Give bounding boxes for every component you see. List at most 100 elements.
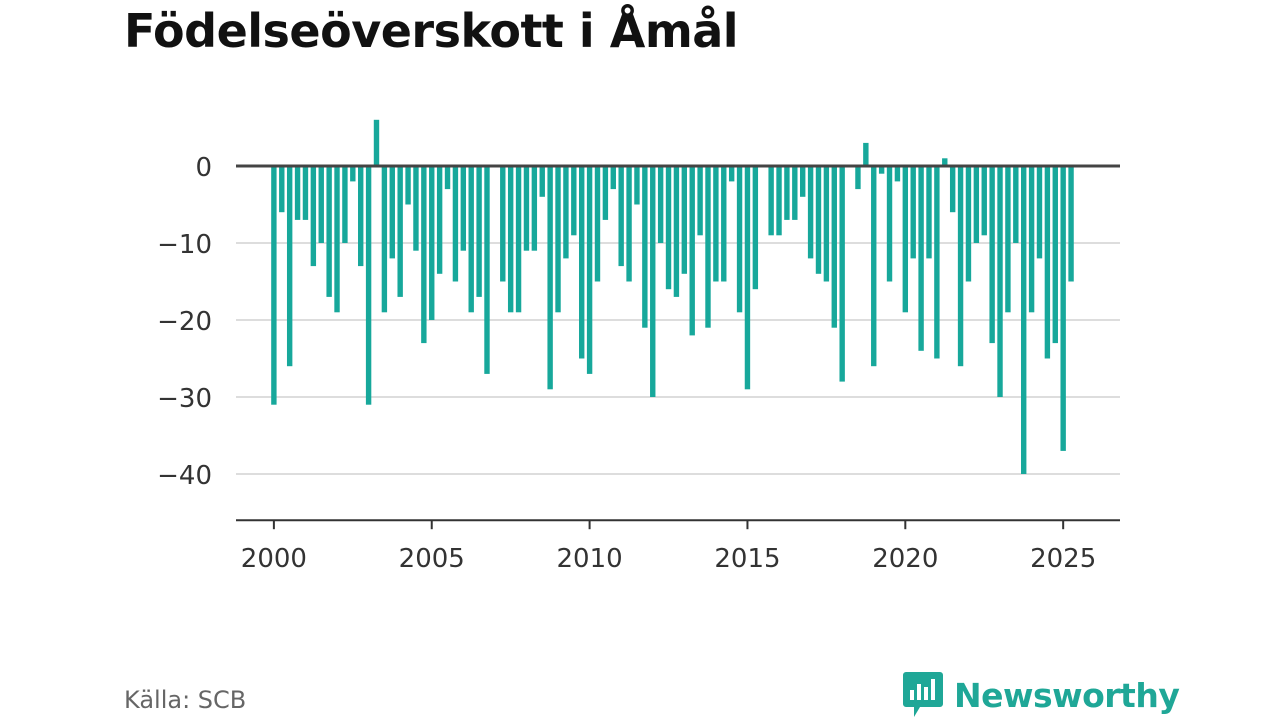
brand-name: Newsworthy (954, 675, 1180, 715)
bar (294, 166, 301, 220)
x-tick-label: 2005 (399, 544, 465, 574)
bar (949, 166, 956, 213)
bar (839, 166, 845, 382)
bar (713, 166, 719, 282)
y-tick-label: −20 (157, 307, 212, 337)
bar (823, 166, 830, 282)
bar (989, 166, 995, 344)
bar (721, 166, 727, 282)
bar (681, 166, 688, 274)
bar (444, 166, 451, 190)
bar (523, 166, 530, 251)
bar (413, 166, 419, 251)
bar (918, 166, 924, 351)
newsworthy-logo-icon (903, 672, 943, 717)
bar (807, 166, 814, 259)
bar (1052, 166, 1058, 344)
bar (800, 166, 806, 197)
bar (500, 166, 506, 282)
bar (705, 166, 711, 328)
bar (902, 166, 909, 313)
bar (531, 166, 538, 251)
y-tick-label: −30 (157, 384, 212, 414)
bar (421, 166, 427, 344)
bar (768, 166, 774, 236)
bar (926, 166, 932, 259)
bar (894, 166, 901, 182)
bar (618, 166, 624, 267)
bar (1013, 166, 1019, 243)
bar (657, 166, 664, 243)
bar (326, 166, 332, 297)
bar (957, 166, 964, 367)
bar (792, 166, 798, 220)
bar (1036, 166, 1043, 259)
bar (1028, 166, 1035, 313)
x-tick-label: 2015 (714, 544, 780, 574)
bar (878, 166, 885, 174)
x-tick-label: 2010 (557, 544, 623, 574)
bar (981, 166, 987, 236)
bar (365, 166, 372, 405)
bar (586, 166, 593, 374)
bar (555, 166, 561, 313)
bar (1068, 166, 1074, 282)
bar (776, 166, 782, 236)
chart-title: Födelseöverskott i Åmål (124, 4, 739, 58)
bar (318, 166, 324, 243)
bar (279, 166, 285, 213)
bar (886, 166, 893, 282)
bar (610, 166, 616, 190)
bar (1060, 166, 1066, 451)
bar (697, 166, 703, 236)
bar (1044, 166, 1051, 359)
bar (468, 166, 474, 313)
bar (515, 166, 522, 313)
bar (429, 166, 435, 320)
bar (910, 166, 916, 259)
bar (405, 166, 411, 205)
bar (855, 166, 861, 190)
bar (373, 119, 380, 166)
bar (997, 166, 1003, 397)
bar (1021, 166, 1027, 474)
bar (452, 166, 459, 282)
bar (650, 166, 656, 397)
bar (571, 166, 577, 236)
bar (334, 166, 340, 313)
bar (302, 166, 309, 220)
bar (815, 166, 822, 274)
bar (728, 166, 735, 182)
bar (563, 166, 569, 259)
bar (476, 166, 482, 297)
bar (626, 166, 632, 282)
bar-chart: 0 −10 −20 −30 −40 2000 2005 2010 2015 2020 2025 (157, 119, 1120, 574)
bar (389, 166, 395, 259)
bar (871, 166, 877, 367)
bar (642, 166, 648, 328)
y-tick-label: −10 (157, 230, 212, 260)
brand-logo: Newsworthy (902, 670, 1180, 720)
bar (744, 166, 751, 390)
bar (539, 166, 545, 197)
x-tick-label: 2025 (1030, 544, 1096, 574)
bar (863, 142, 869, 166)
source-note: Källa: SCB (124, 686, 247, 714)
bar (689, 166, 695, 336)
bar (342, 166, 348, 243)
bar (965, 166, 972, 282)
bar (934, 166, 940, 359)
bar (1005, 166, 1011, 313)
bar (484, 166, 490, 374)
bar (665, 166, 672, 290)
bar (579, 166, 585, 359)
bar (310, 166, 317, 267)
bar (358, 166, 364, 267)
axes: 0 −10 −20 −30 −40 2000 2005 2010 2015 2020 2025 (157, 153, 1120, 574)
bar (736, 166, 743, 313)
bar (752, 166, 759, 290)
bar (784, 166, 790, 220)
x-tick-label: 2020 (872, 544, 938, 574)
bar (436, 166, 443, 274)
bar (602, 166, 609, 220)
